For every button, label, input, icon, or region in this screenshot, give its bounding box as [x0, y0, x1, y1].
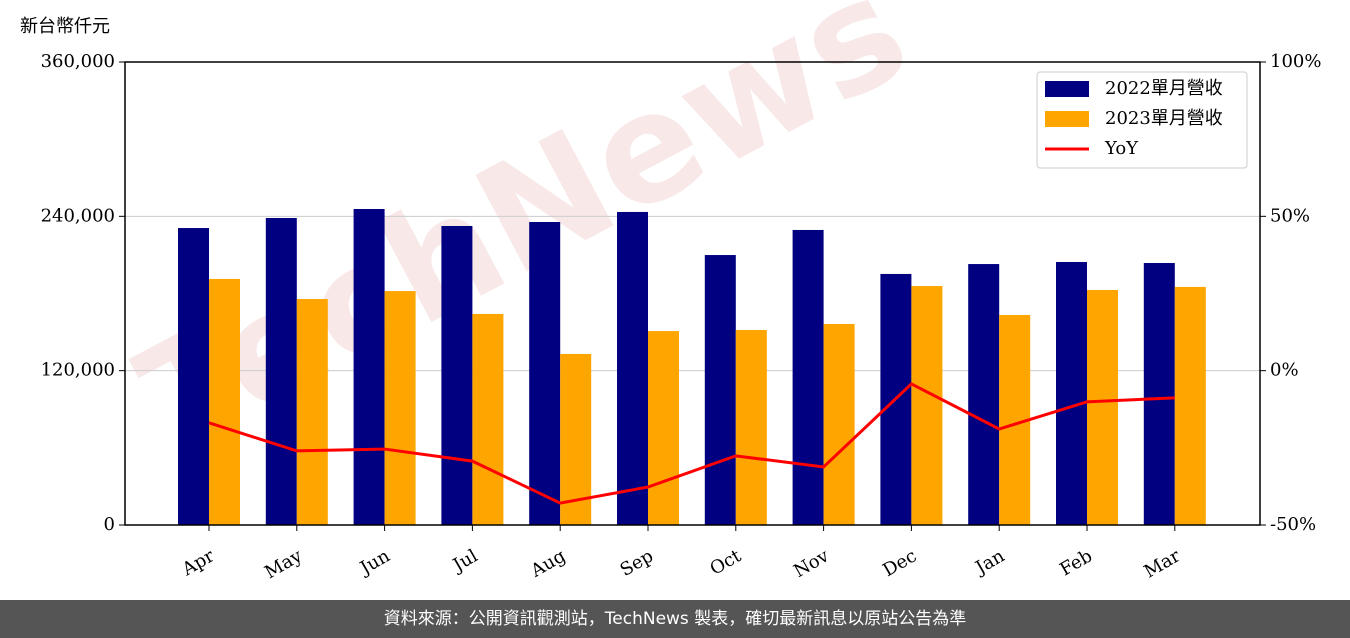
plot-frame	[124, 61, 1261, 526]
x-tick-label: Nov	[790, 545, 833, 582]
y-tick-label: 240,000	[41, 205, 115, 226]
bar	[209, 278, 240, 525]
legend-label: 2023單月營收	[1105, 108, 1223, 129]
bar	[792, 229, 824, 525]
footer-bar	[0, 600, 1350, 638]
x-tick-label: Jul	[448, 545, 482, 577]
x-tick-label: Apr	[178, 545, 218, 580]
bar	[265, 218, 297, 525]
bar	[1087, 290, 1118, 525]
x-tick-label: Jan	[970, 545, 1008, 579]
bar	[472, 313, 504, 525]
x-tick-label: Oct	[707, 545, 746, 580]
bar	[968, 264, 1000, 525]
legend-label: 2022單月營收	[1105, 78, 1223, 99]
y-tick-label: 0	[104, 514, 115, 535]
bar	[441, 225, 473, 525]
legend-box	[1036, 71, 1248, 169]
y2-tick-label: -50%	[1270, 514, 1316, 535]
legend-swatch	[1045, 111, 1089, 127]
y2-tick-label: 100%	[1270, 51, 1321, 72]
bar	[560, 353, 592, 525]
legend-label: YoY	[1104, 138, 1139, 159]
line	[208, 382, 1175, 505]
bar	[178, 228, 209, 526]
x-tick-label: Dec	[879, 545, 920, 581]
bar	[1174, 286, 1206, 525]
y2-tick-label: 0%	[1270, 360, 1299, 381]
footer: 資料來源：公開資訊觀測站，TechNews 製表，確切最新訊息以原站公告為準	[384, 609, 966, 629]
bar	[648, 331, 679, 525]
bar	[823, 323, 855, 525]
y-tick-label: 120,000	[41, 360, 115, 381]
x-tick-label: May	[261, 545, 306, 583]
x-tick-label: Feb	[1056, 545, 1096, 580]
x-tick-label: Sep	[617, 545, 657, 580]
bar	[1056, 261, 1087, 525]
y2-tick-label: 50%	[1270, 205, 1310, 226]
bar	[1143, 263, 1175, 525]
bar	[704, 255, 736, 525]
bar	[735, 330, 767, 525]
bar	[617, 211, 648, 525]
bar	[911, 286, 943, 525]
bar	[384, 291, 416, 525]
x-tick-label: Jun	[355, 545, 394, 580]
y-tick-label: 360,000	[41, 51, 115, 72]
bar	[529, 221, 561, 525]
y-axis-label: 新台幣仟元	[20, 16, 110, 37]
bar	[296, 299, 328, 525]
bar	[353, 209, 385, 525]
x-tick-label: Aug	[527, 545, 570, 582]
legend-swatch	[1045, 81, 1089, 97]
x-tick-label: Mar	[1141, 545, 1185, 582]
